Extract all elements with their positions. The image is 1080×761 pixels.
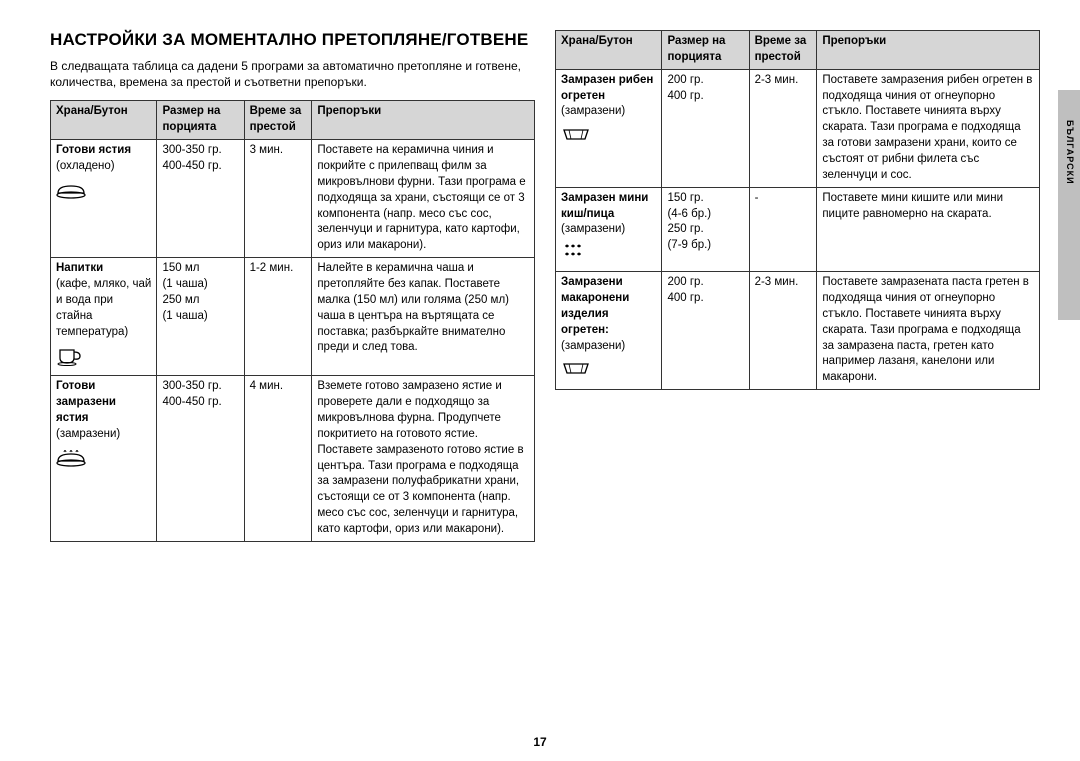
cell-food: Замразени макаронени изделия огретен:(за… bbox=[556, 272, 662, 390]
cell-rec: Поставете замразения рибен огретен в под… bbox=[817, 69, 1040, 187]
cell-size: 200 гр.400 гр. bbox=[662, 69, 749, 187]
th-size: Размер на порцията bbox=[157, 101, 244, 140]
cell-rec: Вземете готово замразено ястие и провере… bbox=[312, 376, 535, 542]
cell-food: Замразен рибен огретен(замразени) bbox=[556, 69, 662, 187]
cell-food: Готови ястия(охладено) bbox=[51, 140, 157, 258]
cell-time: 2-3 мин. bbox=[749, 272, 817, 390]
table-left: Храна/Бутон Размер на порцията Време за … bbox=[50, 100, 535, 541]
th-food: Храна/Бутон bbox=[51, 101, 157, 140]
cell-time: 2-3 мин. bbox=[749, 69, 817, 187]
cell-size: 200 гр.400 гр. bbox=[662, 272, 749, 390]
cell-rec: Поставете замразената паста гретен в под… bbox=[817, 272, 1040, 390]
cell-size: 300-350 гр.400-450 гр. bbox=[157, 376, 244, 542]
cell-time: 4 мин. bbox=[244, 376, 312, 542]
table-row: Замразен рибен огретен(замразени)200 гр.… bbox=[556, 69, 1040, 187]
cell-food: Напитки(кафе, мляко, чай и вода при стай… bbox=[51, 258, 157, 376]
cell-size: 300-350 гр.400-450 гр. bbox=[157, 140, 244, 258]
cup-icon bbox=[56, 344, 82, 370]
table-row: Замразен мини киш/пица(замразени)150 гр.… bbox=[556, 187, 1040, 271]
th-rec: Препоръки bbox=[817, 31, 1040, 70]
th-time: Време за престой bbox=[749, 31, 817, 70]
side-language-label: БЪЛГАРСКИ bbox=[1065, 120, 1075, 185]
dish-steam-icon bbox=[56, 447, 86, 473]
cell-rec: Поставете на керамична чиния и покрийте … bbox=[312, 140, 535, 258]
th-time: Време за престой bbox=[244, 101, 312, 140]
th-rec: Препоръки bbox=[312, 101, 535, 140]
table-row: Готови замразени ястия(замразени)300-350… bbox=[51, 376, 535, 542]
cell-food: Замразен мини киш/пица(замразени) bbox=[556, 187, 662, 271]
table-row: Готови ястия(охладено)300-350 гр.400-450… bbox=[51, 140, 535, 258]
steam-icon bbox=[561, 242, 585, 266]
table-row: Напитки(кафе, мляко, чай и вода при стай… bbox=[51, 258, 535, 376]
cell-food: Готови замразени ястия(замразени) bbox=[51, 376, 157, 542]
cell-size: 150 гр.(4-6 бр.)250 гр.(7-9 бр.) bbox=[662, 187, 749, 271]
intro-text: В следващата таблица са дадени 5 програм… bbox=[50, 58, 535, 90]
cell-rec: Налейте в керамична чаша и претопляйте б… bbox=[312, 258, 535, 376]
cell-rec: Поставете мини кишите или мини пиците ра… bbox=[817, 187, 1040, 271]
page-heading: НАСТРОЙКИ ЗА МОМЕНТАЛНО ПРЕТОПЛЯНЕ/ГОТВЕ… bbox=[50, 30, 535, 50]
page-number: 17 bbox=[533, 735, 546, 749]
dish-icon bbox=[56, 179, 86, 205]
tray-icon bbox=[561, 358, 591, 382]
th-food: Храна/Бутон bbox=[556, 31, 662, 70]
cell-size: 150 мл(1 чаша)250 мл(1 чаша) bbox=[157, 258, 244, 376]
cell-time: - bbox=[749, 187, 817, 271]
table-right: Храна/Бутон Размер на порцията Време за … bbox=[555, 30, 1040, 390]
table-row: Замразени макаронени изделия огретен:(за… bbox=[556, 272, 1040, 390]
cell-time: 1-2 мин. bbox=[244, 258, 312, 376]
th-size: Размер на порцията bbox=[662, 31, 749, 70]
tray-icon bbox=[561, 124, 591, 148]
cell-time: 3 мин. bbox=[244, 140, 312, 258]
